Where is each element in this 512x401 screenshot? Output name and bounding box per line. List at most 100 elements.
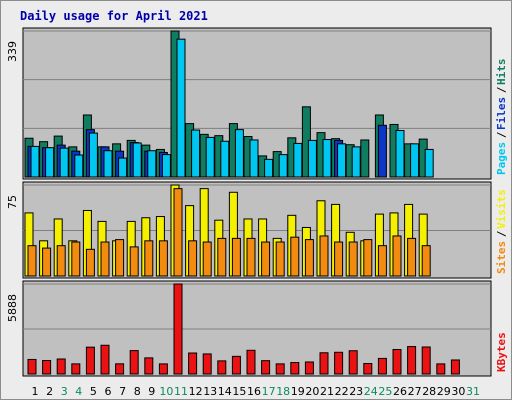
bar-sites-day-3 bbox=[56, 245, 66, 277]
x-tick-day-13: 13 bbox=[203, 385, 217, 398]
y-max-label: 5888 bbox=[6, 294, 19, 322]
bar-kbytes-day-19 bbox=[290, 362, 300, 375]
bar-pages-day-18 bbox=[278, 154, 288, 178]
x-tick-day-18: 18 bbox=[276, 385, 290, 398]
bar-kbytes-day-4 bbox=[71, 363, 81, 375]
x-tick-day-19: 19 bbox=[291, 385, 305, 398]
legend-pages: Pages bbox=[495, 142, 508, 175]
bar-kbytes-day-29 bbox=[436, 363, 446, 375]
bar-kbytes-day-17 bbox=[261, 360, 271, 375]
x-tick-day-8: 8 bbox=[134, 385, 141, 398]
bar-pages-day-12 bbox=[191, 129, 201, 178]
bar-sites-day-21 bbox=[319, 235, 329, 277]
bar-kbytes-day-18 bbox=[275, 363, 285, 375]
bar-kbytes-day-3 bbox=[56, 358, 66, 375]
x-tick-day-1: 1 bbox=[32, 385, 39, 398]
bar-kbytes-day-27 bbox=[407, 346, 417, 375]
bar-sites-day-25 bbox=[377, 245, 387, 277]
bar-sites-day-18 bbox=[275, 241, 285, 277]
x-tick-day-2: 2 bbox=[46, 385, 53, 398]
x-tick-day-3: 3 bbox=[61, 385, 68, 398]
x-tick-day-26: 26 bbox=[393, 385, 407, 398]
bar-pages-day-19 bbox=[293, 142, 303, 178]
bar-pages-day-8 bbox=[132, 142, 142, 178]
y-max-label: 75 bbox=[6, 195, 19, 209]
x-tick-day-9: 9 bbox=[148, 385, 155, 398]
x-tick-day-24: 24 bbox=[364, 385, 378, 398]
x-tick-day-12: 12 bbox=[189, 385, 203, 398]
bar-sites-day-23 bbox=[348, 241, 358, 277]
legend-hits: Hits bbox=[495, 59, 508, 86]
bar-pages-day-3 bbox=[59, 147, 69, 178]
x-tick-day-4: 4 bbox=[75, 385, 82, 398]
bar-pages-day-22 bbox=[337, 143, 347, 178]
bar-kbytes-day-14 bbox=[217, 360, 227, 375]
bar-kbytes-day-5 bbox=[85, 346, 95, 375]
legend-separator: / bbox=[495, 230, 508, 237]
bar-kbytes-day-16 bbox=[246, 349, 256, 375]
bar-pages-day-26 bbox=[395, 129, 405, 178]
bar-sites-day-20 bbox=[304, 239, 314, 277]
bar-pages-day-13 bbox=[205, 136, 215, 178]
x-tick-day-21: 21 bbox=[320, 385, 334, 398]
bar-kbytes-day-7 bbox=[115, 363, 125, 375]
x-tick-day-10: 10 bbox=[159, 385, 173, 398]
legend-files: Files bbox=[495, 97, 508, 130]
legend-kbytes: KBytes bbox=[495, 332, 508, 372]
bar-sites-day-5 bbox=[85, 248, 95, 277]
legend-separator: / bbox=[495, 131, 508, 138]
bar-pages-day-9 bbox=[147, 150, 157, 178]
bar-sites-day-16 bbox=[246, 237, 256, 277]
bar-kbytes-day-23 bbox=[348, 350, 358, 375]
bar-pages-day-14 bbox=[220, 140, 230, 178]
bar-sites-day-27 bbox=[407, 237, 417, 277]
bar-pages-day-10 bbox=[161, 154, 171, 178]
bar-kbytes-day-11 bbox=[173, 283, 183, 375]
bar-kbytes-day-22 bbox=[334, 351, 344, 375]
bar-kbytes-day-13 bbox=[202, 353, 212, 375]
bar-sites-day-24 bbox=[363, 239, 373, 277]
bar-pages-day-5 bbox=[88, 132, 98, 178]
x-tick-day-11: 11 bbox=[174, 385, 188, 398]
bar-pages-day-17 bbox=[264, 158, 274, 178]
bar-sites-day-22 bbox=[334, 241, 344, 277]
legend-visits: Visits bbox=[495, 189, 508, 229]
bar-kbytes-day-20 bbox=[304, 361, 314, 375]
bar-sites-day-26 bbox=[392, 235, 402, 277]
bar-kbytes-day-21 bbox=[319, 352, 329, 375]
bar-sites-day-4 bbox=[71, 241, 81, 277]
bar-pages-day-11 bbox=[176, 38, 186, 178]
x-tick-day-31: 31 bbox=[466, 385, 480, 398]
bar-kbytes-day-10 bbox=[158, 363, 168, 375]
x-tick-day-30: 30 bbox=[451, 385, 465, 398]
x-tick-day-28: 28 bbox=[422, 385, 436, 398]
bar-kbytes-day-15 bbox=[231, 355, 241, 375]
bar-sites-day-12 bbox=[188, 240, 198, 277]
bar-sites-day-10 bbox=[158, 240, 168, 277]
bar-pages-day-23 bbox=[351, 146, 361, 178]
bar-kbytes-day-2 bbox=[42, 360, 52, 375]
x-tick-day-5: 5 bbox=[90, 385, 97, 398]
bar-sites-day-1 bbox=[27, 245, 37, 277]
bar-hits-day-24 bbox=[360, 139, 370, 178]
bar-files-day-25 bbox=[377, 124, 387, 178]
x-tick-day-29: 29 bbox=[437, 385, 451, 398]
bar-kbytes-day-12 bbox=[188, 352, 198, 375]
bar-pages-day-6 bbox=[103, 150, 113, 178]
x-tick-day-7: 7 bbox=[119, 385, 126, 398]
x-tick-day-20: 20 bbox=[305, 385, 319, 398]
bar-kbytes-day-6 bbox=[100, 344, 110, 375]
bar-pages-day-2 bbox=[45, 147, 55, 178]
bar-kbytes-day-9 bbox=[144, 357, 154, 375]
bar-sites-day-14 bbox=[217, 237, 227, 277]
bar-kbytes-day-24 bbox=[363, 363, 373, 375]
bar-sites-day-13 bbox=[202, 241, 212, 277]
bar-sites-day-6 bbox=[100, 241, 110, 277]
bar-kbytes-day-25 bbox=[377, 357, 387, 375]
legend-separator: / bbox=[495, 86, 508, 93]
bar-pages-day-7 bbox=[118, 157, 128, 178]
y-max-label: 339 bbox=[6, 41, 19, 62]
legend-sites: Sites bbox=[495, 241, 508, 274]
bar-sites-day-9 bbox=[144, 240, 154, 277]
